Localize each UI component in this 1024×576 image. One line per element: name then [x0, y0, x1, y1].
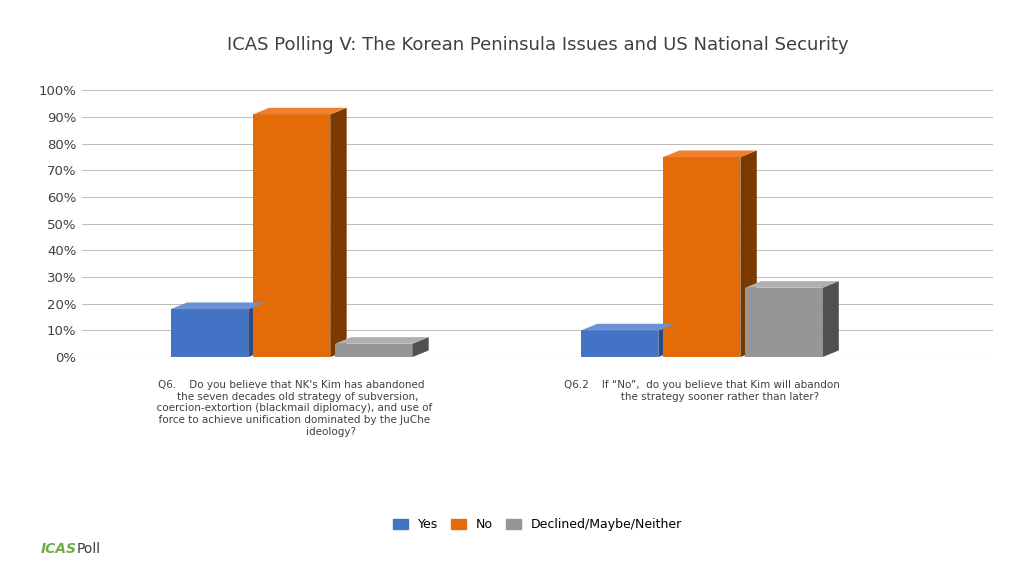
Polygon shape	[335, 337, 429, 344]
Polygon shape	[663, 150, 757, 157]
Polygon shape	[581, 324, 675, 331]
Title: ICAS Polling V: The Korean Peninsula Issues and US National Security: ICAS Polling V: The Korean Peninsula Iss…	[226, 36, 849, 54]
Bar	[663, 157, 740, 357]
Bar	[253, 115, 331, 357]
Polygon shape	[740, 150, 757, 357]
Text: Poll: Poll	[77, 542, 101, 556]
Bar	[581, 331, 658, 357]
Legend: Yes, No, Declined/Maybe/Neither: Yes, No, Declined/Maybe/Neither	[388, 513, 687, 536]
Polygon shape	[253, 108, 347, 115]
Polygon shape	[248, 302, 264, 357]
Polygon shape	[822, 281, 839, 357]
Text: Q6.2    If “No”,  do you believe that Kim will abandon
           the strategy s: Q6.2 If “No”, do you believe that Kim wi…	[563, 380, 840, 402]
Text: ICAS: ICAS	[41, 542, 77, 556]
Bar	[171, 309, 248, 357]
Bar	[335, 344, 413, 357]
Polygon shape	[331, 108, 347, 357]
Polygon shape	[658, 324, 675, 357]
Polygon shape	[171, 302, 264, 309]
Polygon shape	[413, 337, 429, 357]
Text: Q6.    Do you believe that NK's Kim has abandoned
    the seven decades old stra: Q6. Do you believe that NK's Kim has aba…	[151, 380, 433, 437]
Polygon shape	[744, 281, 839, 288]
Bar	[744, 288, 822, 357]
